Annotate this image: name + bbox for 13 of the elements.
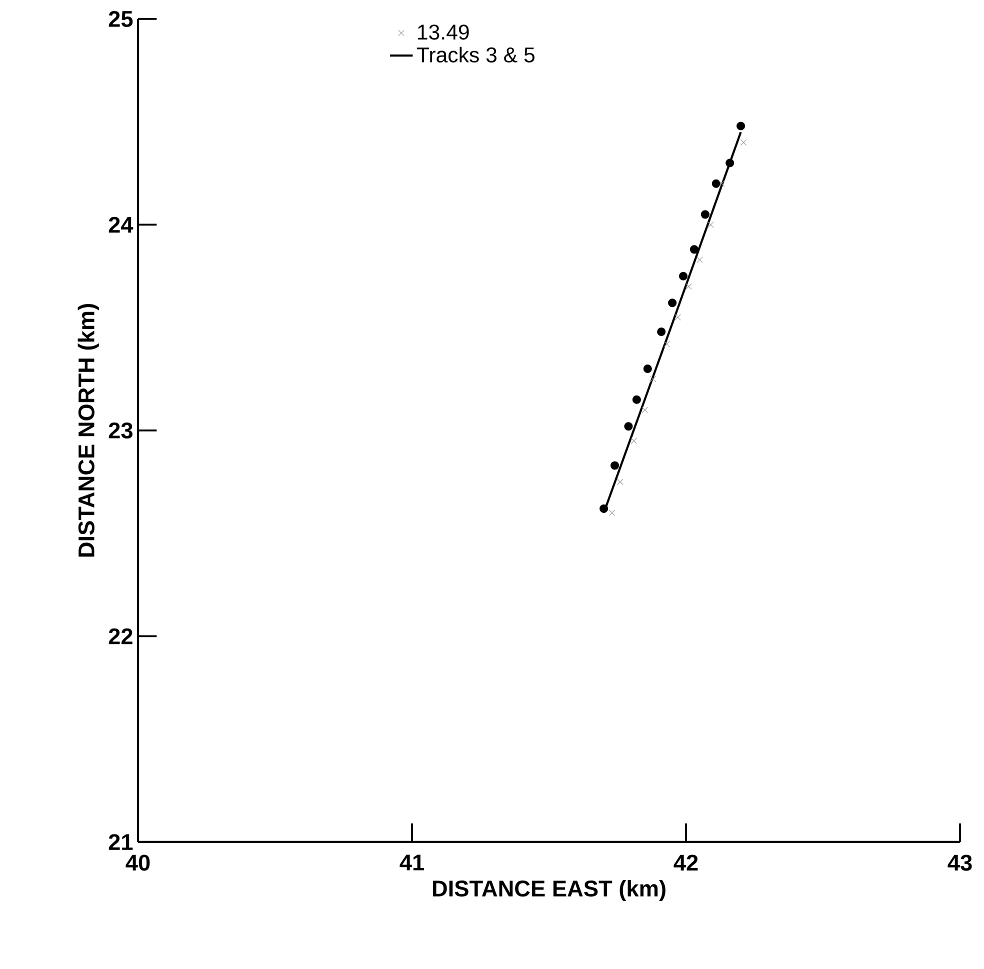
x-axis-title: DISTANCE EAST (km) [432,880,666,902]
y-tick-label: 24 [108,216,134,233]
legend-label: 13.49 [418,24,469,40]
x-tick-label: 43 [948,854,972,871]
legend-label: Tracks 3 & 5 [416,46,534,62]
y-tick-label: 25 [108,10,133,28]
y-tick-label: 23 [108,422,132,439]
x-tick-label: 40 [126,854,150,871]
x-tick-label: 41 [400,854,424,870]
y-axis-title: DISTANCE NORTH (km) [78,304,99,557]
y-tick-label: 21 [108,834,133,850]
x-tick-label: 42 [674,854,698,871]
y-tick-label: 22 [108,628,132,644]
